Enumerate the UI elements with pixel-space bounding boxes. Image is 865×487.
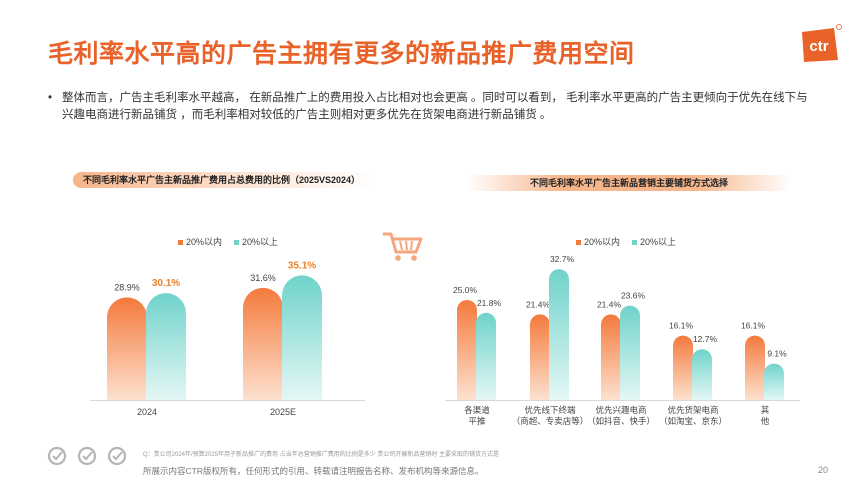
chart2-title-text: 不同毛利率水平广告主新品营销主要铺货方式选择 xyxy=(529,178,728,188)
chart1-bar-1-0 xyxy=(243,287,283,400)
summary-text: 整体而言，广告主毛利率水平越高， 在新品推广上的费用投入占比相对也会更高 。同时… xyxy=(62,92,808,121)
chart2-bar-0-0 xyxy=(457,300,477,400)
chart2-xtick-0-1: 平推 xyxy=(468,416,486,426)
chart2-xtick-2-0: 优先兴趣电商 xyxy=(595,405,646,415)
chart1-xtick-1: 2025E xyxy=(270,407,296,417)
chart1-label-1-0: 31.6% xyxy=(250,273,276,283)
chart2-xtick-2-1: （如抖音、快手） xyxy=(587,416,655,426)
chart1-title: 不同毛利率水平广告主新品推广费用占总费用的比例（2025VS2024） xyxy=(73,172,373,188)
page-title: 毛利率水平高的广告主拥有更多的新品推广费用空间 xyxy=(48,40,635,68)
copyright-note: 所展示内容CTR版权所有，任何形式的引用、转载请注明报告名称、发布机构等来源信息… xyxy=(143,466,484,476)
chart2-xtick-4-1: 他 xyxy=(761,416,770,426)
chart2-label-4-1: 9.1% xyxy=(767,349,787,359)
page-number: 20 xyxy=(818,465,829,475)
chart2-label-2-1: 23.6% xyxy=(621,291,646,301)
chart1-label-0-1: 30.1% xyxy=(152,278,180,289)
chart1-bar-0-1 xyxy=(146,293,186,400)
chart2-legend-1: 20%以上 xyxy=(640,237,676,247)
chart2-label-1-1: 32.7% xyxy=(550,254,575,264)
bullet-dot: • xyxy=(48,92,53,104)
chart2-legend-swatch-0 xyxy=(576,240,581,245)
chart1-legend-1: 20%以上 xyxy=(242,237,278,247)
chart2-bar-4-1 xyxy=(764,363,784,400)
chart1-bar-1-1 xyxy=(282,275,322,400)
chart2-bar-1-1 xyxy=(549,269,569,400)
chart1-xtick-0: 2024 xyxy=(137,407,157,417)
chart2-bar-0-1 xyxy=(476,312,496,400)
chart2-xtick-1-0: 优先线下终端 xyxy=(524,405,576,415)
ctr-logo: ctr xyxy=(802,24,842,62)
chart2-bar-3-0 xyxy=(673,335,693,400)
chart1-legend-0: 20%以内 xyxy=(186,236,222,247)
chart2-label-3-1: 12.7% xyxy=(693,334,718,344)
chart2-bar-2-0 xyxy=(601,314,621,400)
chart1-label-0-0: 28.9% xyxy=(114,282,140,292)
chart1-bar-0-0 xyxy=(107,297,147,400)
chart2-bar-3-1 xyxy=(692,349,712,400)
chart2-xtick-3-0: 优先货架电商 xyxy=(667,405,718,415)
chart1-legend-swatch-0 xyxy=(178,240,183,245)
chart2-label-2-0: 21.4% xyxy=(597,299,622,309)
chart2-xtick-1-1: （商超、专卖店等） xyxy=(512,416,589,426)
chart2-legend-swatch-1 xyxy=(632,240,637,245)
chart2-label-1-0: 21.4% xyxy=(526,299,551,309)
chart2-xtick-4-0: 其 xyxy=(761,405,770,415)
chart2-bar-2-1 xyxy=(620,305,640,400)
chart1-svg: 20%以内 20%以上 28.9% 30.1% 2024 31.6% 35.1% 2025E xyxy=(90,236,365,417)
chart2-bar-4-0 xyxy=(745,335,765,400)
source-note: Q：贵公司2024年/预算2025年用于新品推广的费用 占当年总营销推广费用的比… xyxy=(143,452,500,458)
chart1-legend-swatch-1 xyxy=(234,240,239,245)
chart2-xtick-3-1: （如淘宝、京东） xyxy=(659,416,727,426)
chart2-label-0-1: 21.8% xyxy=(477,298,502,308)
summary-bullet: • 整体而言，广告主毛利率水平越高， 在新品推广上的费用投入占比相对也会更高 。… xyxy=(48,90,818,124)
chart2-label-4-0: 16.1% xyxy=(741,321,766,331)
certification-badges xyxy=(47,446,127,466)
chart2-label-0-0: 25.0% xyxy=(453,285,478,295)
chart2-legend-0: 20%以内 xyxy=(584,236,620,247)
chart2-bar-1-0 xyxy=(530,314,550,400)
chart2-label-3-0: 16.1% xyxy=(669,321,694,331)
chart1-title-text: 不同毛利率水平广告主新品推广费用占总费用的比例（2025VS2024） xyxy=(83,175,361,185)
logo-text: ctr xyxy=(809,38,828,55)
chart1-label-1-1: 35.1% xyxy=(288,260,316,271)
shopping-cart-icon xyxy=(382,232,423,261)
chart2-xtick-0-0: 各渠道 xyxy=(464,405,490,415)
chart2-title: 不同毛利率水平广告主新品营销主要铺货方式选择 xyxy=(466,175,792,191)
